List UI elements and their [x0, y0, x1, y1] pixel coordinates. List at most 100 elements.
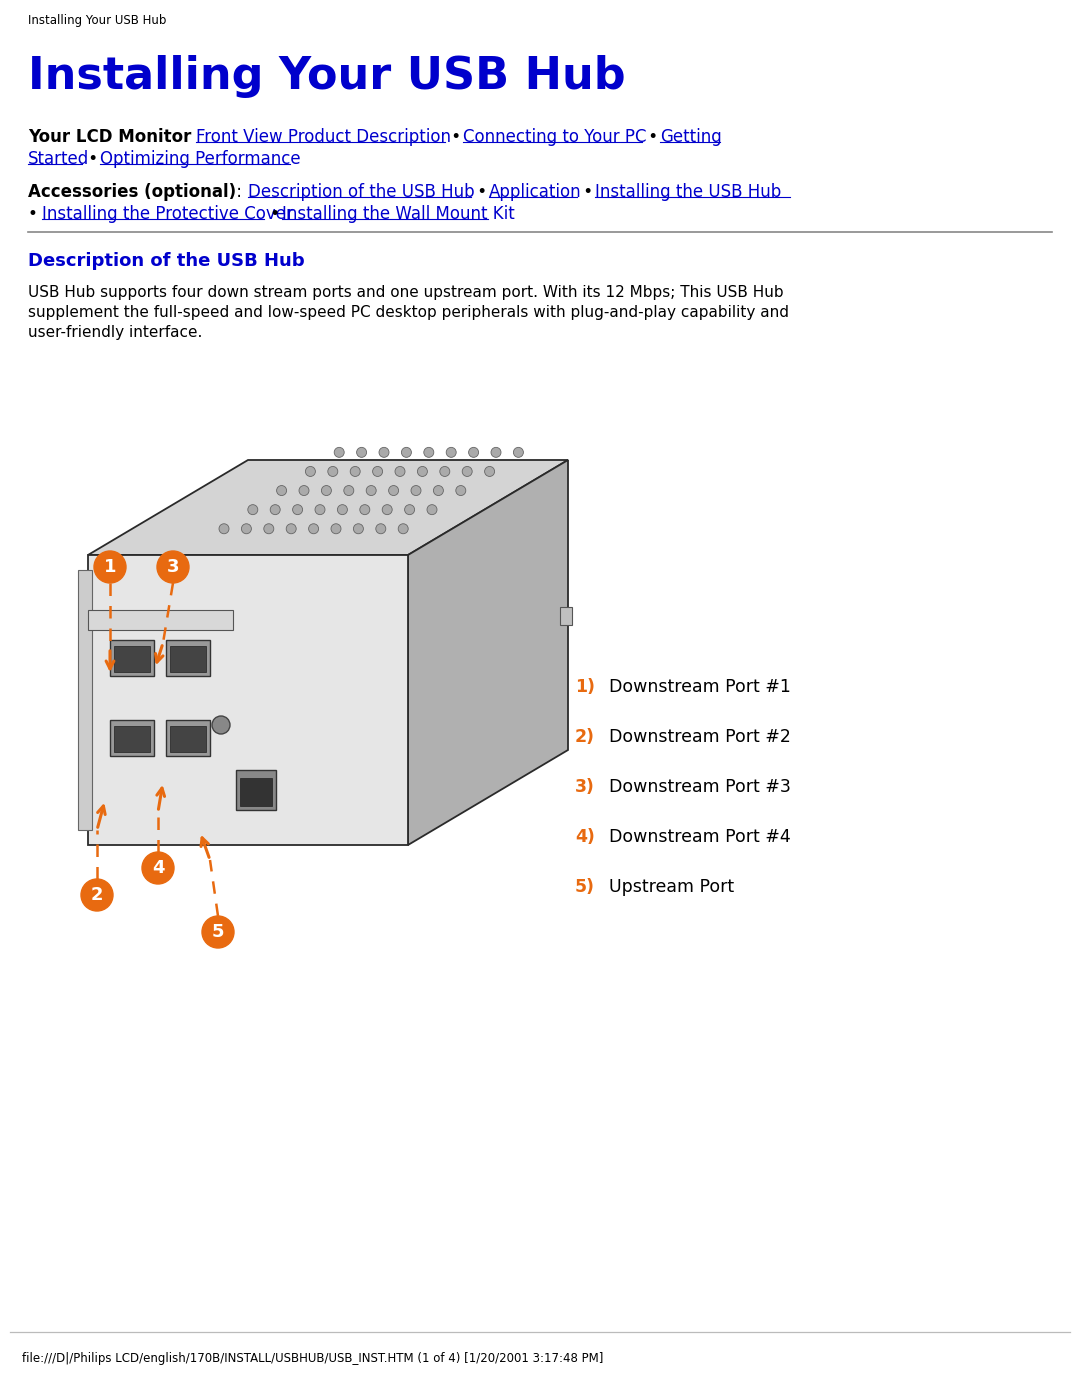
Circle shape [446, 447, 456, 457]
Circle shape [94, 550, 126, 583]
Text: 1: 1 [104, 557, 117, 576]
Circle shape [456, 486, 465, 496]
Circle shape [411, 486, 421, 496]
Text: Your LCD Monitor: Your LCD Monitor [28, 129, 191, 147]
Text: 4: 4 [152, 859, 164, 877]
Circle shape [350, 467, 361, 476]
Polygon shape [87, 555, 408, 845]
Text: 3: 3 [166, 557, 179, 576]
Circle shape [462, 467, 472, 476]
Circle shape [417, 467, 428, 476]
Circle shape [440, 467, 449, 476]
Circle shape [485, 467, 495, 476]
Circle shape [219, 524, 229, 534]
Text: Installing Your USB Hub: Installing Your USB Hub [28, 54, 625, 98]
Circle shape [242, 524, 252, 534]
Bar [166, 640, 210, 676]
Text: •: • [265, 205, 285, 224]
Circle shape [382, 504, 392, 514]
Text: Installing the USB Hub: Installing the USB Hub [595, 183, 781, 201]
Text: 5: 5 [212, 923, 225, 942]
Text: Connecting to Your PC: Connecting to Your PC [463, 129, 647, 147]
Circle shape [299, 486, 309, 496]
Text: supplement the full-speed and low-speed PC desktop peripherals with plug-and-pla: supplement the full-speed and low-speed … [28, 305, 789, 320]
Text: Downstream Port #1: Downstream Port #1 [609, 678, 791, 696]
Circle shape [309, 524, 319, 534]
Text: Installing Your USB Hub: Installing Your USB Hub [28, 14, 166, 27]
Text: Downstream Port #2: Downstream Port #2 [609, 728, 791, 746]
Text: •: • [446, 129, 467, 147]
Circle shape [366, 486, 376, 496]
Circle shape [328, 467, 338, 476]
Circle shape [202, 916, 234, 949]
Text: Optimizing Performance: Optimizing Performance [100, 149, 300, 168]
Circle shape [306, 467, 315, 476]
Circle shape [360, 504, 369, 514]
Bar [114, 645, 150, 672]
Text: 1): 1) [575, 678, 595, 696]
Circle shape [270, 504, 280, 514]
Circle shape [81, 879, 113, 911]
Text: :: : [231, 183, 247, 201]
Circle shape [315, 504, 325, 514]
Polygon shape [87, 610, 233, 630]
Text: 5): 5) [575, 877, 595, 895]
Circle shape [405, 504, 415, 514]
Bar [561, 608, 572, 624]
Circle shape [469, 447, 478, 457]
Bar [170, 645, 206, 672]
Circle shape [330, 524, 341, 534]
Circle shape [376, 524, 386, 534]
Bar [166, 719, 210, 756]
Text: Front View Product Description: Front View Product Description [195, 129, 451, 147]
Text: 4): 4) [575, 828, 595, 847]
Bar [114, 726, 150, 752]
Text: Description of the USB Hub: Description of the USB Hub [28, 251, 305, 270]
Text: Upstream Port: Upstream Port [609, 877, 734, 895]
Text: Description of the USB Hub: Description of the USB Hub [248, 183, 474, 201]
Text: Installing the Protective Cover: Installing the Protective Cover [42, 205, 293, 224]
Circle shape [247, 504, 258, 514]
Circle shape [513, 447, 524, 457]
Circle shape [157, 550, 189, 583]
Text: •: • [643, 129, 663, 147]
Circle shape [264, 524, 274, 534]
Text: Downstream Port #4: Downstream Port #4 [609, 828, 791, 847]
Text: Installing the Wall Mount Kit: Installing the Wall Mount Kit [282, 205, 515, 224]
Text: 3): 3) [575, 778, 595, 796]
Circle shape [356, 447, 366, 457]
Bar [110, 719, 154, 756]
Text: Getting: Getting [660, 129, 721, 147]
Bar [78, 570, 92, 830]
Text: user-friendly interface.: user-friendly interface. [28, 326, 202, 339]
Text: USB Hub supports four down stream ports and one upstream port. With its 12 Mbps;: USB Hub supports four down stream ports … [28, 285, 784, 300]
Text: Downstream Port #3: Downstream Port #3 [609, 778, 791, 796]
Circle shape [343, 486, 354, 496]
Circle shape [276, 486, 286, 496]
Text: •: • [28, 205, 43, 224]
Text: •: • [83, 149, 104, 168]
Circle shape [353, 524, 363, 534]
Polygon shape [87, 460, 568, 555]
Circle shape [141, 852, 174, 884]
Bar [170, 726, 206, 752]
Text: file:///D|/Philips LCD/english/170B/INSTALL/USBHUB/USB_INST.HTM (1 of 4) [1/20/2: file:///D|/Philips LCD/english/170B/INST… [22, 1352, 604, 1365]
Circle shape [322, 486, 332, 496]
Circle shape [212, 717, 230, 733]
Circle shape [337, 504, 348, 514]
Bar [240, 778, 272, 806]
Circle shape [491, 447, 501, 457]
Circle shape [293, 504, 302, 514]
Circle shape [433, 486, 444, 496]
Circle shape [395, 467, 405, 476]
Text: Application: Application [489, 183, 582, 201]
Circle shape [402, 447, 411, 457]
Text: •: • [578, 183, 598, 201]
Text: 2): 2) [575, 728, 595, 746]
Circle shape [334, 447, 345, 457]
Circle shape [399, 524, 408, 534]
Circle shape [379, 447, 389, 457]
Circle shape [389, 486, 399, 496]
Bar [110, 640, 154, 676]
Text: Started: Started [28, 149, 90, 168]
